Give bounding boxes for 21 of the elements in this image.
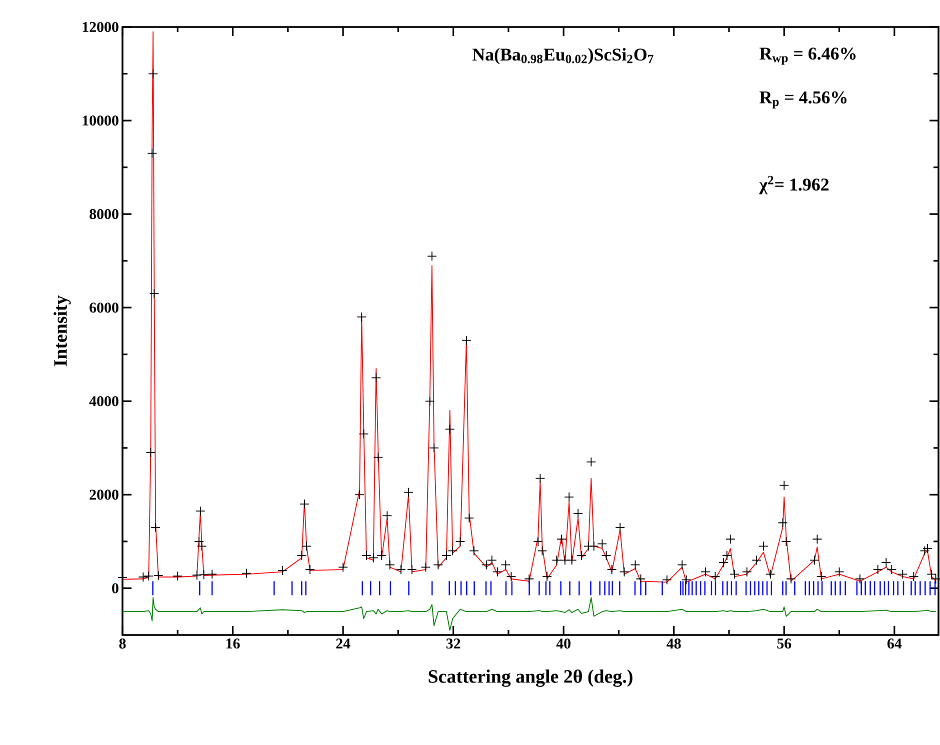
x-axis-title: Scattering angle 2θ (deg.) [428, 669, 632, 687]
x-tick-label: 16 [226, 638, 240, 649]
y-tick-label: 10000 [82, 115, 118, 126]
y-axis-title: Intensity [54, 295, 71, 366]
x-tick-label: 64 [887, 638, 902, 649]
y-tick-label: 0 [112, 583, 118, 594]
annotation: χ$^{2}$= 1.962 [759, 176, 829, 194]
x-tick-label: 40 [556, 638, 570, 649]
y-tick-label: 12000 [82, 22, 118, 32]
x-tick-label: 32 [446, 638, 460, 649]
y-tick-label: 8000 [90, 209, 118, 220]
x-tick-label: 56 [777, 638, 792, 649]
x-tick-label: 48 [666, 638, 681, 649]
y-tick-label: 4000 [89, 396, 118, 406]
x-tick-label: 8 [119, 638, 126, 649]
y-tick-label: 6000 [90, 302, 118, 313]
x-tick-label: 24 [336, 638, 350, 648]
annotation: R$_{wp}$ = 6.46% [760, 48, 856, 65]
annotation: Na(Ba$_{0.98}$Eu$_{0.02}$)ScSi$_{2}$O$_{7}$ [472, 48, 654, 64]
annotation: R$_{p}$ = 4.56% [760, 91, 846, 109]
y-tick-label: 2000 [90, 490, 118, 500]
